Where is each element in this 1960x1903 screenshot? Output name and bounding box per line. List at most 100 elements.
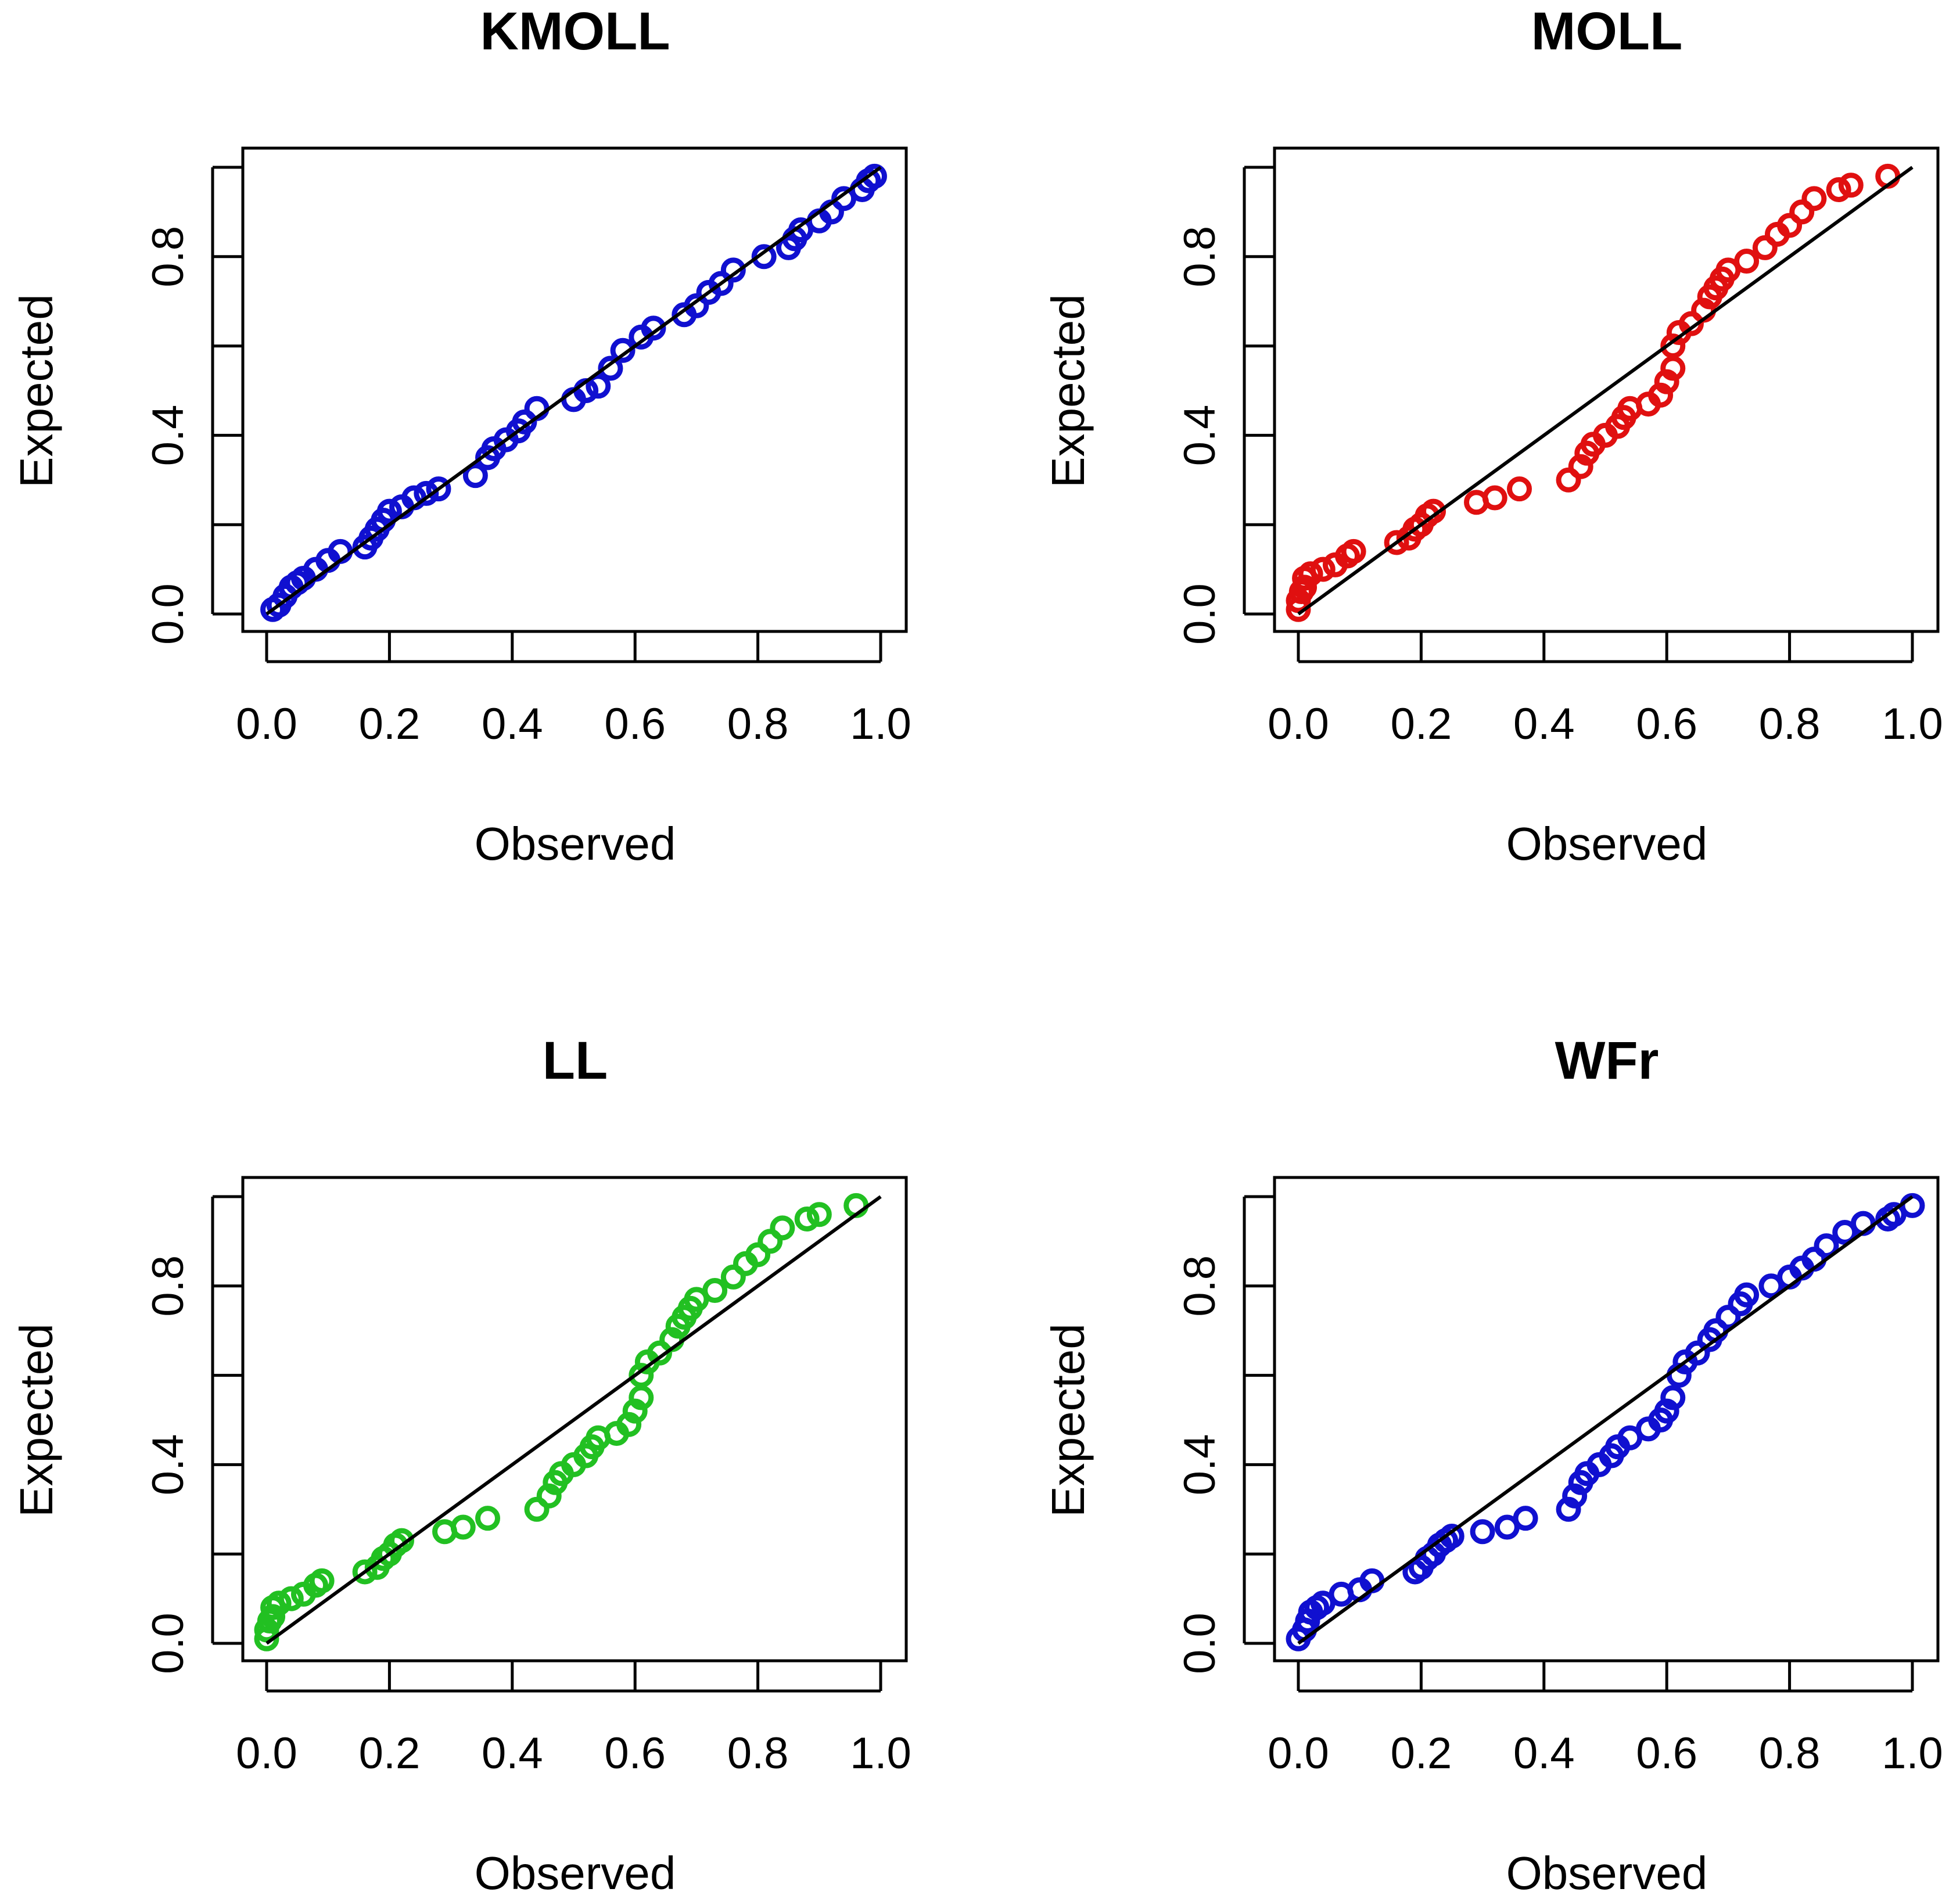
data-point [1752, 235, 1778, 260]
panel-moll: MOLL Observed Expected 0.00.40.80.0 0.2 0.… [1042, 2, 1943, 870]
data-point [266, 1590, 292, 1616]
data-point [598, 356, 623, 381]
data-point [1482, 485, 1507, 511]
data-point [278, 1586, 304, 1611]
panel-title: LL [543, 1031, 608, 1090]
reference-line [265, 166, 882, 616]
x-tick-label: 0.0 [1268, 699, 1329, 749]
data-point [806, 1202, 832, 1227]
y-tick-label: 0.8 [143, 1255, 193, 1317]
data-point [475, 1506, 501, 1531]
x-tick-label: 0.2 [1391, 1729, 1452, 1778]
plot-frame [1273, 1176, 1940, 1663]
data-point [1838, 173, 1864, 198]
data-point [1292, 575, 1318, 600]
x-tick-label: 0.4 [482, 1729, 543, 1778]
data-point [1556, 467, 1581, 493]
data-point [414, 480, 439, 506]
y-tick-label: 0.0 [1175, 1613, 1225, 1674]
data-point [720, 257, 746, 283]
data-point [684, 293, 709, 318]
x-tick-label: 0.2 [359, 699, 421, 749]
data-point [1470, 1519, 1495, 1545]
plot-frame [1273, 146, 1940, 633]
data-point [1310, 556, 1336, 582]
panel-title: WFr [1555, 1031, 1659, 1090]
plot-area: 0.0 0.4 0.8 0.0 0.2 0.4 0.6 0.8 1.0 [1175, 146, 1943, 749]
x-tick-label: 0.0 [236, 699, 297, 749]
data-point [702, 1277, 728, 1303]
data-point [1678, 311, 1704, 336]
reference-line [1297, 1195, 1914, 1645]
x-tick-label: 1.0 [1882, 699, 1943, 749]
reference-line [1297, 166, 1914, 616]
y-axis-label: Expected [10, 294, 62, 488]
data-point [720, 1264, 746, 1290]
data-point [1562, 1483, 1588, 1509]
data-point [586, 374, 611, 399]
data-point [524, 1496, 550, 1522]
data-point [708, 271, 734, 296]
data-point [1789, 199, 1815, 225]
data-point [751, 244, 777, 270]
data-point [309, 1568, 335, 1593]
x-axis-label: Observed [475, 1847, 676, 1899]
x-tick-label: 0.4 [1513, 699, 1575, 749]
x-tick-label: 0.0 [1268, 1729, 1329, 1778]
x-tick-label: 0.8 [727, 699, 789, 749]
y-tick-label: 0.4 [1175, 405, 1225, 466]
x-tick-label: 0.8 [727, 1729, 789, 1778]
y-axis-label: Expected [1042, 1323, 1094, 1517]
data-point [1654, 369, 1679, 394]
data-point [1814, 1233, 1839, 1259]
plot-area: 0.0 0.4 0.8 0.0 0.2 0.4 0.6 0.8 1.0 [143, 146, 911, 749]
data-point [1513, 1506, 1538, 1531]
plot-frame [241, 1176, 908, 1663]
panel-kmoll: KMOLL Observed Expected 0.00.40.80.0 0.2 0… [10, 2, 911, 870]
data-point [610, 337, 636, 363]
data-point [1648, 382, 1674, 408]
x-axis-label: Observed [1506, 1847, 1708, 1899]
x-tick-label: 0.2 [359, 1729, 421, 1778]
data-point [512, 409, 537, 435]
panel-wfr: WFr Observed Expected 0.0 0.4 0.8 0.0 0.2 0.4… [1042, 1031, 1943, 1899]
y-tick-label: 0.8 [1175, 226, 1225, 288]
data-point [1734, 248, 1760, 274]
x-tick-label: 1.0 [850, 699, 911, 749]
data-point [352, 1559, 378, 1585]
x-tick-label: 0.8 [1759, 699, 1821, 749]
reference-line [265, 1195, 882, 1645]
data-point [758, 1229, 783, 1254]
y-tick-label: 0.8 [143, 226, 193, 288]
x-axis-label: Observed [475, 818, 676, 870]
data-point [629, 1363, 654, 1388]
y-tick-label: 0.0 [143, 583, 193, 645]
data-point [622, 1398, 648, 1424]
data-point [1568, 454, 1593, 479]
data-point [389, 1528, 415, 1553]
x-tick-label: 0.4 [482, 699, 543, 749]
y-axis-label: Expected [1042, 294, 1094, 488]
y-tick-label: 0.4 [143, 1434, 193, 1496]
data-point [1715, 1305, 1741, 1330]
x-tick-label: 1.0 [850, 1729, 911, 1778]
data-point [260, 1604, 286, 1629]
data-point [1421, 498, 1446, 524]
y-tick-label: 0.0 [1175, 583, 1225, 645]
data-point [1654, 1398, 1679, 1424]
x-tick-label: 0.8 [1759, 1729, 1821, 1778]
data-point [616, 1412, 642, 1437]
panel-title: MOLL [1531, 2, 1683, 61]
plot-area: 0.0 0.4 0.8 0.0 0.2 0.4 0.6 0.8 1.0 [1175, 1176, 1943, 1778]
plot-area: 0.0 0.4 0.8 0.0 0.2 0.4 0.6 0.8 1.0 [143, 1176, 911, 1778]
data-point [794, 1206, 820, 1231]
data-point [1734, 1282, 1760, 1308]
data-point [376, 498, 402, 524]
y-tick-label: 0.0 [143, 1613, 193, 1674]
data-point [426, 476, 451, 502]
data-point [1298, 561, 1323, 587]
y-tick-label: 0.8 [1175, 1255, 1225, 1317]
y-tick-label: 0.4 [143, 405, 193, 466]
x-tick-label: 0.6 [604, 1729, 666, 1778]
